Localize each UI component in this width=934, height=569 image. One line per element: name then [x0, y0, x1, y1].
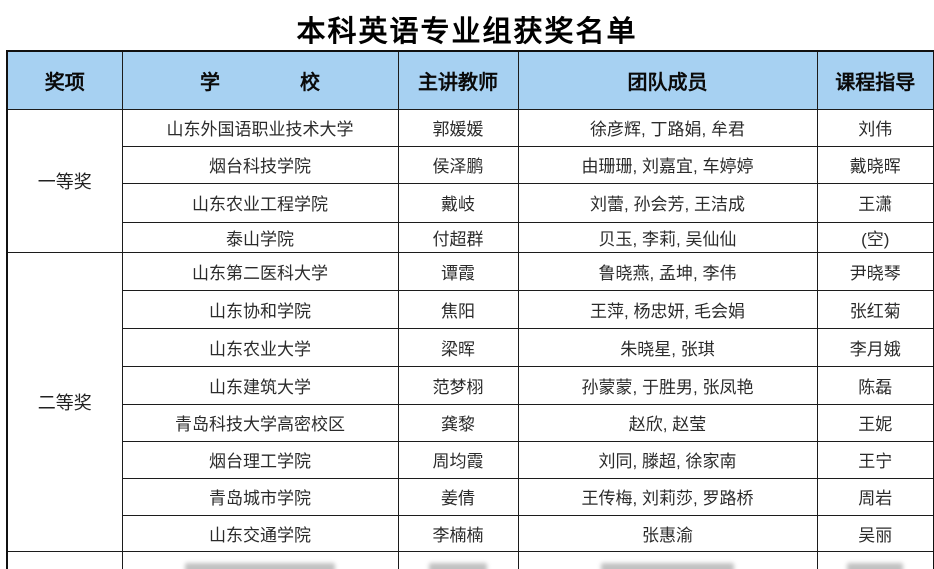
members-cell: 朱晓星, 张琪 [517, 327, 818, 367]
header-members: 团队成员 [517, 50, 818, 110]
awards-table: 奖项 学 校 主讲教师 团队成员 课程指导 一等奖 山东外国语职业技术大学 郭媛媛徐… [6, 50, 934, 569]
table-row: 泰山学院 付超群 贝玉, 李莉, 吴仙仙 (空) [7, 221, 934, 253]
school-cell: 青岛城市学院 [121, 477, 399, 516]
page-title: 本科英语专业组获奖名单 [296, 16, 638, 48]
teacher-cell: 范梦栩 [397, 365, 519, 405]
school-cell: 山东外国语职业技术大学 [121, 108, 399, 147]
teacher-cell: 梁晖 [397, 327, 519, 367]
teacher-cell: 焦阳 [397, 289, 519, 329]
advisor-cell: 吴丽 [816, 514, 934, 552]
cutoff-text-smudge [429, 563, 487, 569]
table-row: 二等奖 山东第二医科大学 谭霞 鲁晓燕, 孟坤, 李伟 尹晓琴 [6, 251, 934, 552]
header-award: 奖项 [6, 50, 123, 110]
members-cell: 赵欣, 赵莹 [517, 403, 818, 442]
table-row: 山东交通学院 李楠楠 张惠渝 吴丽 [7, 514, 934, 552]
members-cell: 刘同, 滕超, 徐家南 [517, 440, 818, 479]
award-group-cell: 一等奖 [6, 108, 123, 253]
members-cell: 贝玉, 李莉, 吴仙仙 [517, 221, 818, 253]
teacher-cell: 谭霞 [397, 251, 519, 291]
advisor-cell: 周岩 [816, 477, 934, 516]
teacher-cell: 姜倩 [397, 477, 519, 516]
cutoff-text-smudge [847, 563, 904, 569]
advisor-cell: 王潇 [816, 182, 934, 223]
members-cell: 王萍, 杨忠妍, 毛会娟 [517, 289, 818, 329]
header-teacher: 主讲教师 [397, 50, 519, 110]
members-cell: 鲁晓燕, 孟坤, 李伟 [517, 251, 818, 291]
cutoff-cell [517, 550, 818, 569]
table-row: 山东建筑大学 范梦栩 孙蒙蒙, 于胜男, 张凤艳 陈磊 [7, 365, 934, 405]
school-cell: 山东农业工程学院 [121, 182, 399, 223]
school-cell: 泰山学院 [121, 221, 399, 253]
teacher-cell: 李楠楠 [397, 514, 519, 552]
members-cell: 由珊珊, 刘嘉宜, 车婷婷 [517, 145, 818, 184]
table-row: 青岛城市学院 姜倩 王传梅, 刘莉莎, 罗路桥 周岩 [7, 477, 934, 516]
advisor-cell: (空) [816, 221, 934, 253]
members-cell: 徐彦辉, 丁路娟, 牟君 [517, 108, 818, 147]
members-cell: 王传梅, 刘莉莎, 罗路桥 [517, 477, 818, 516]
advisor-cell: 张红菊 [816, 289, 934, 329]
teacher-cell: 龚黎 [397, 403, 519, 442]
members-cell: 刘蕾, 孙会芳, 王洁成 [517, 182, 818, 223]
teacher-cell: 侯泽鹏 [397, 145, 519, 184]
header-row: 奖项 学 校 主讲教师 团队成员 课程指导 [6, 50, 934, 110]
school-cell: 山东第二医科大学 [121, 251, 399, 291]
advisor-cell: 陈磊 [816, 365, 934, 405]
table-row: 烟台理工学院 周均霞 刘同, 滕超, 徐家南 王宁 [7, 440, 934, 479]
cutoff-text-smudge [185, 563, 335, 569]
advisor-cell: 李月娥 [816, 327, 934, 367]
teacher-cell: 周均霞 [397, 440, 519, 479]
partial-cutoff-row [6, 550, 934, 569]
header-school: 学 校 [121, 50, 399, 110]
advisor-cell: 戴晓晖 [816, 145, 934, 184]
teacher-cell: 付超群 [397, 221, 519, 253]
school-cell: 山东建筑大学 [121, 365, 399, 405]
table-row: 烟台科技学院 侯泽鹏 由珊珊, 刘嘉宜, 车婷婷 戴晓晖 [7, 145, 934, 184]
school-cell: 烟台理工学院 [121, 440, 399, 479]
cutoff-cell [397, 550, 519, 569]
teacher-cell: 郭媛媛 [397, 108, 519, 147]
highlighted-row: 山东农业工程学院 戴岐 刘蕾, 孙会芳, 王洁成 王潇 [7, 182, 934, 223]
table-row: 青岛科技大学高密校区 龚黎 赵欣, 赵莹 王妮 [7, 403, 934, 442]
award-group-cell [6, 550, 123, 569]
award-group-cell: 二等奖 [6, 251, 123, 552]
school-cell: 山东交通学院 [121, 514, 399, 552]
school-cell: 山东协和学院 [121, 289, 399, 329]
advisor-cell: 王宁 [816, 440, 934, 479]
cutoff-text-smudge [601, 563, 734, 569]
school-cell: 山东农业大学 [121, 327, 399, 367]
members-cell: 孙蒙蒙, 于胜男, 张凤艳 [517, 365, 818, 405]
advisor-cell: 刘伟 [816, 108, 934, 147]
school-cell: 烟台科技学院 [121, 145, 399, 184]
table-row: 山东协和学院 焦阳 王萍, 杨忠妍, 毛会娟 张红菊 [7, 289, 934, 329]
teacher-cell: 戴岐 [397, 182, 519, 223]
school-cell: 青岛科技大学高密校区 [121, 403, 399, 442]
advisor-cell: 王妮 [816, 403, 934, 442]
table-row: 山东农业大学 梁晖 朱晓星, 张琪 李月娥 [7, 327, 934, 367]
advisor-cell: 尹晓琴 [816, 251, 934, 291]
header-advisor: 课程指导 [816, 50, 934, 110]
cutoff-cell [816, 550, 934, 569]
cutoff-cell [121, 550, 399, 569]
members-cell: 张惠渝 [517, 514, 818, 552]
table-row: 一等奖 山东外国语职业技术大学 郭媛媛 徐彦辉, 丁路娟, 牟君 刘伟 [6, 108, 934, 253]
